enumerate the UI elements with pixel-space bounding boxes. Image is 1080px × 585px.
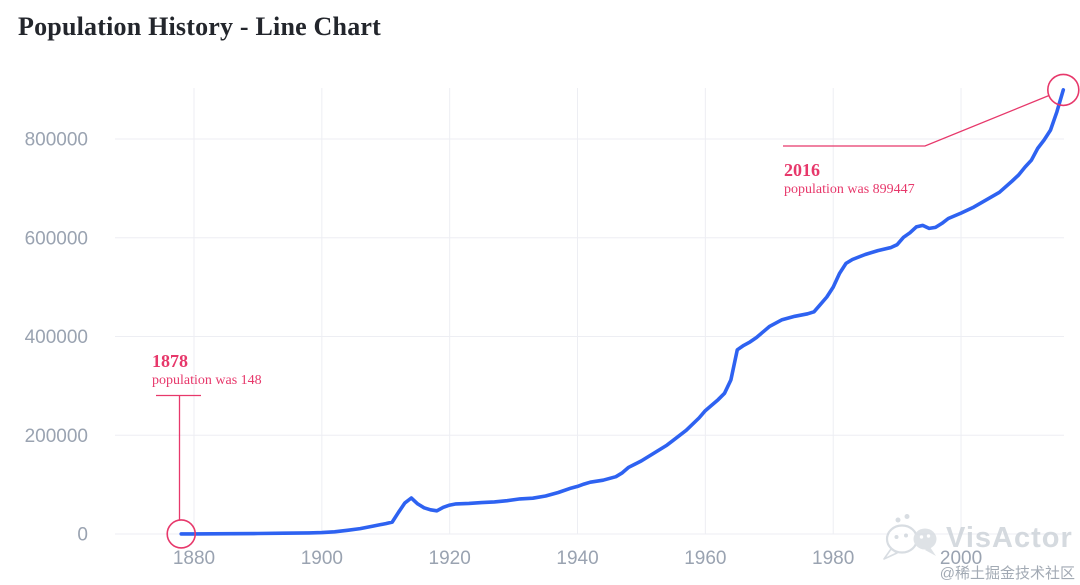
annotation-year-label: 1878 [152, 351, 188, 371]
annotation-year-label: 2016 [784, 160, 820, 180]
y-axis-tick-label: 400000 [25, 327, 88, 348]
y-axis-tick-label: 0 [77, 525, 88, 546]
community-credit: @稀土掘金技术社区 [939, 565, 1075, 582]
annotation-value-label: population was 899447 [784, 182, 915, 197]
chart-title: Population History - Line Chart [18, 12, 381, 41]
x-axis-tick-label: 1900 [301, 548, 343, 569]
annotation-point-circle [166, 519, 197, 549]
y-axis-tick-label: 600000 [25, 228, 88, 249]
y-axis-tick-label: 200000 [25, 426, 88, 447]
grid-lines [115, 88, 1064, 535]
annotation-value-label: population was 148 [152, 373, 262, 388]
y-axis-tick-label: 800000 [25, 130, 88, 151]
annotation-point-circle [1047, 73, 1080, 107]
y-axis-labels: 0 200000 400000 600000 800000 [25, 130, 88, 546]
x-axis-tick-label: 1940 [556, 548, 598, 569]
annotation-1878: 1878 population was 148 [152, 351, 262, 549]
x-axis-tick-label: 2000 [940, 548, 982, 569]
x-axis-labels: 1880 1900 1920 1940 1960 1980 2000 [173, 548, 982, 569]
x-axis-tick-label: 1920 [429, 548, 471, 569]
annotation-leader-line [783, 94, 1050, 147]
annotation-2016: 2016 population was 899447 [783, 73, 1080, 197]
x-axis-tick-label: 1980 [812, 548, 854, 569]
population-line-series [179, 88, 1066, 536]
x-axis-tick-label: 1880 [173, 548, 215, 569]
x-axis-tick-label: 1960 [684, 548, 726, 569]
